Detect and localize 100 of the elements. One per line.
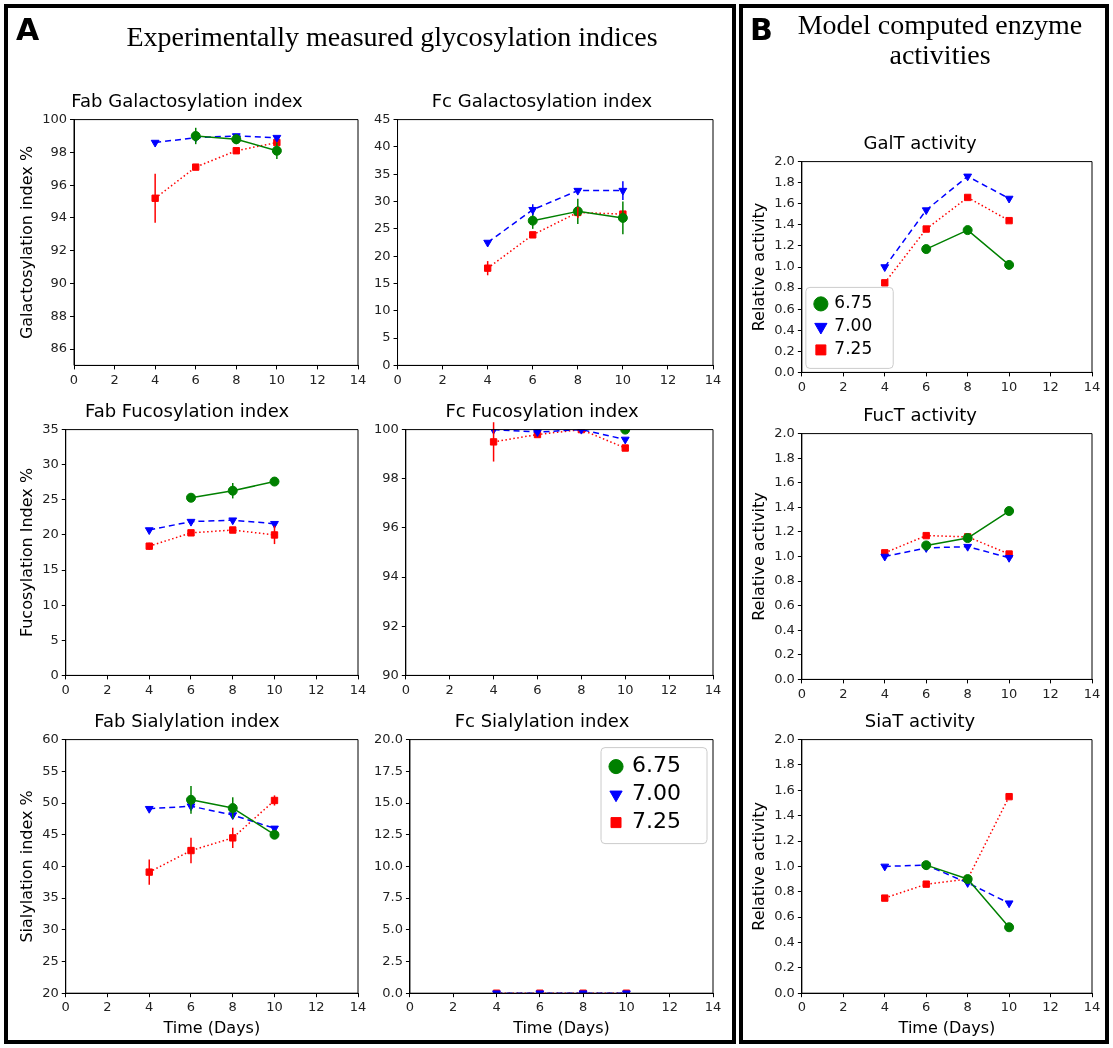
- y-tick-label: 30: [374, 192, 391, 208]
- x-tick-label: 6: [922, 999, 931, 1015]
- y-tick-label: 20.0: [373, 730, 403, 746]
- x-tick-label: 14: [1083, 685, 1101, 701]
- x-tick-label: 2: [103, 681, 112, 697]
- y-tick-label: 88: [50, 307, 68, 323]
- y-tick-label: 15: [42, 561, 59, 577]
- x-tick-label: 2: [839, 378, 848, 394]
- y-tick-label: 0.2: [774, 959, 795, 975]
- x-tick-label: 2: [438, 371, 447, 387]
- x-tick-label: 12: [307, 681, 325, 697]
- x-tick-label: 8: [228, 999, 237, 1015]
- x-tick-label: 10: [616, 681, 634, 697]
- x-tick-label: 8: [963, 378, 972, 394]
- legend-label: 6.75: [632, 752, 681, 778]
- y-tick-label: 0.0: [382, 984, 403, 1000]
- y-tick-label: 1.6: [774, 474, 795, 490]
- x-tick-label: 2: [110, 371, 119, 387]
- x-tick-label: 10: [266, 681, 283, 697]
- x-tick-label: 4: [489, 681, 498, 697]
- x-tick-label: 14: [1083, 378, 1101, 394]
- x-tick-label: 6: [922, 685, 931, 701]
- chart-title: Fc Sialylation index: [454, 710, 630, 732]
- y-tick-label: 94: [382, 568, 399, 584]
- text: Model computed enzyme activities: [796, 9, 1084, 70]
- y-tick-label: 40: [42, 857, 59, 873]
- x-tick-label: 6: [535, 999, 544, 1015]
- y-tick-label: 17.5: [373, 762, 403, 778]
- chart-title: SiaT activity: [864, 710, 976, 732]
- y-tick-label: 50: [42, 794, 59, 810]
- y-tick-label: 5: [50, 631, 59, 647]
- y-tick-label: 2.0: [774, 152, 795, 168]
- y-tick-label: 92: [382, 617, 399, 633]
- y-tick-label: 0.4: [774, 321, 795, 337]
- x-tick-label: 2: [103, 999, 112, 1015]
- y-tick-label: 20: [374, 247, 391, 263]
- y-tick-label: 2.0: [774, 424, 795, 440]
- x-tick-label: 10: [614, 371, 632, 387]
- x-tick-label: 14: [349, 371, 367, 387]
- x-tick-label: 10: [1000, 378, 1018, 394]
- y-tick-label: 1.0: [774, 547, 795, 563]
- x-tick-label: 14: [1083, 999, 1101, 1015]
- x-tick-label: 12: [1042, 999, 1059, 1015]
- y-tick-label: 10: [42, 596, 59, 612]
- x-tick-label: 10: [1000, 999, 1018, 1015]
- legend-label: 7.00: [834, 315, 873, 336]
- y-tick-label: 0.8: [774, 279, 795, 295]
- y-tick-label: 0.0: [774, 984, 795, 1000]
- x-tick-label: 2: [839, 685, 848, 701]
- x-axis-title: Time (Days): [162, 1017, 261, 1037]
- x-tick-label: 14: [704, 999, 722, 1015]
- y-axis-title: Relative activity: [748, 202, 768, 332]
- x-tick-label: 12: [659, 371, 677, 387]
- x-tick-label: 8: [228, 681, 237, 697]
- x-tick-label: 6: [528, 371, 537, 387]
- y-tick-label: 2.5: [382, 952, 403, 968]
- y-tick-label: 5: [382, 329, 391, 345]
- x-tick-label: 4: [880, 999, 889, 1015]
- x-tick-label: 8: [963, 999, 972, 1015]
- y-tick-label: 100: [373, 420, 399, 436]
- x-tick-label: 14: [704, 371, 722, 387]
- y-tick-label: 0: [50, 666, 59, 682]
- y-tick-label: 0.2: [774, 646, 795, 662]
- x-tick-label: 4: [483, 371, 492, 387]
- y-tick-label: 35: [42, 420, 59, 436]
- y-tick-label: 1.6: [774, 781, 795, 797]
- x-tick-label: 8: [963, 685, 972, 701]
- y-tick-label: 30: [42, 456, 59, 472]
- y-tick-label: 30: [42, 921, 59, 937]
- y-tick-label: 96: [50, 176, 68, 192]
- x-tick-label: 12: [309, 371, 326, 387]
- y-tick-label: 1.4: [774, 807, 795, 823]
- x-tick-label: 10: [1000, 685, 1018, 701]
- y-tick-label: 0.2: [774, 342, 795, 358]
- y-axis-title: Fucosylation Index %: [16, 467, 36, 638]
- y-axis-title: Relative activity: [748, 492, 768, 621]
- y-tick-label: 0.4: [774, 621, 795, 637]
- x-tick-label: 10: [268, 371, 286, 387]
- x-tick-label: 14: [704, 681, 722, 697]
- x-tick-label: 6: [186, 999, 196, 1015]
- x-tick-label: 0: [797, 999, 807, 1015]
- y-tick-label: 1.2: [774, 832, 795, 848]
- x-tick-label: 0: [797, 685, 807, 701]
- y-tick-label: 0.0: [774, 363, 795, 379]
- x-tick-label: 14: [349, 999, 367, 1015]
- y-axis-title: Sialylation index %: [16, 790, 36, 943]
- y-tick-label: 92: [50, 242, 68, 258]
- y-tick-label: 25: [42, 491, 59, 507]
- y-tick-label: 0.4: [774, 933, 795, 949]
- x-tick-label: 6: [922, 378, 931, 394]
- y-tick-label: 1.8: [774, 756, 795, 772]
- x-tick-label: 12: [307, 999, 325, 1015]
- y-tick-label: 1.6: [774, 195, 795, 211]
- chart-title: Fc Fucosylation index: [445, 400, 639, 422]
- chart-title: Fab Fucosylation index: [84, 400, 290, 422]
- x-tick-label: 4: [880, 685, 889, 701]
- y-tick-label: 1.8: [774, 449, 795, 465]
- y-tick-label: 100: [42, 110, 68, 126]
- y-tick-label: 5.0: [382, 921, 403, 937]
- y-tick-label: 0.6: [774, 300, 795, 316]
